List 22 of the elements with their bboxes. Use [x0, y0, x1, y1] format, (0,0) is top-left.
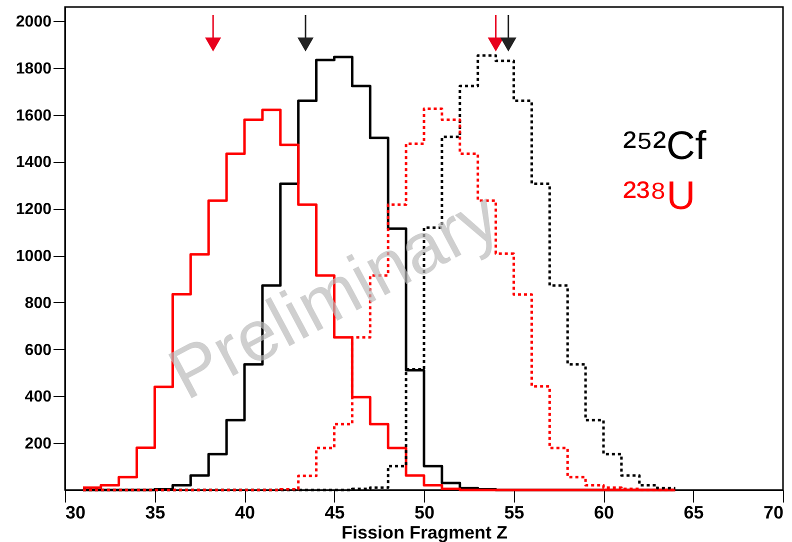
- x-axis-title: Fission Fragment Z: [341, 522, 508, 542]
- x-tick-label: 55: [504, 502, 524, 522]
- text: ²³⁸U: [623, 174, 696, 218]
- y-tick-label: 1000: [16, 248, 52, 266]
- x-tick-label: 35: [145, 502, 166, 522]
- y-tick-label: 600: [24, 342, 52, 359]
- x-tick-label: 60: [594, 502, 614, 522]
- y-tick-label: 1200: [16, 201, 52, 218]
- y-tick-label: 200: [24, 436, 52, 453]
- text: ²⁵²Cf: [623, 124, 708, 168]
- x-tick-label: 70: [763, 502, 784, 522]
- x-tick-label: 45: [324, 502, 345, 522]
- y-tick-label: 1600: [16, 107, 52, 124]
- y-tick-label: 800: [24, 294, 52, 312]
- x-tick-label: 30: [66, 502, 86, 522]
- y-tick-label: 400: [24, 388, 52, 406]
- x-tick-label: 40: [234, 502, 256, 522]
- y-tick-label: 1400: [16, 154, 52, 172]
- y-tick-label: 2000: [16, 14, 52, 31]
- x-tick-label: 65: [684, 502, 704, 522]
- x-tick-label: 50: [414, 502, 435, 522]
- y-tick-label: 1800: [16, 60, 52, 78]
